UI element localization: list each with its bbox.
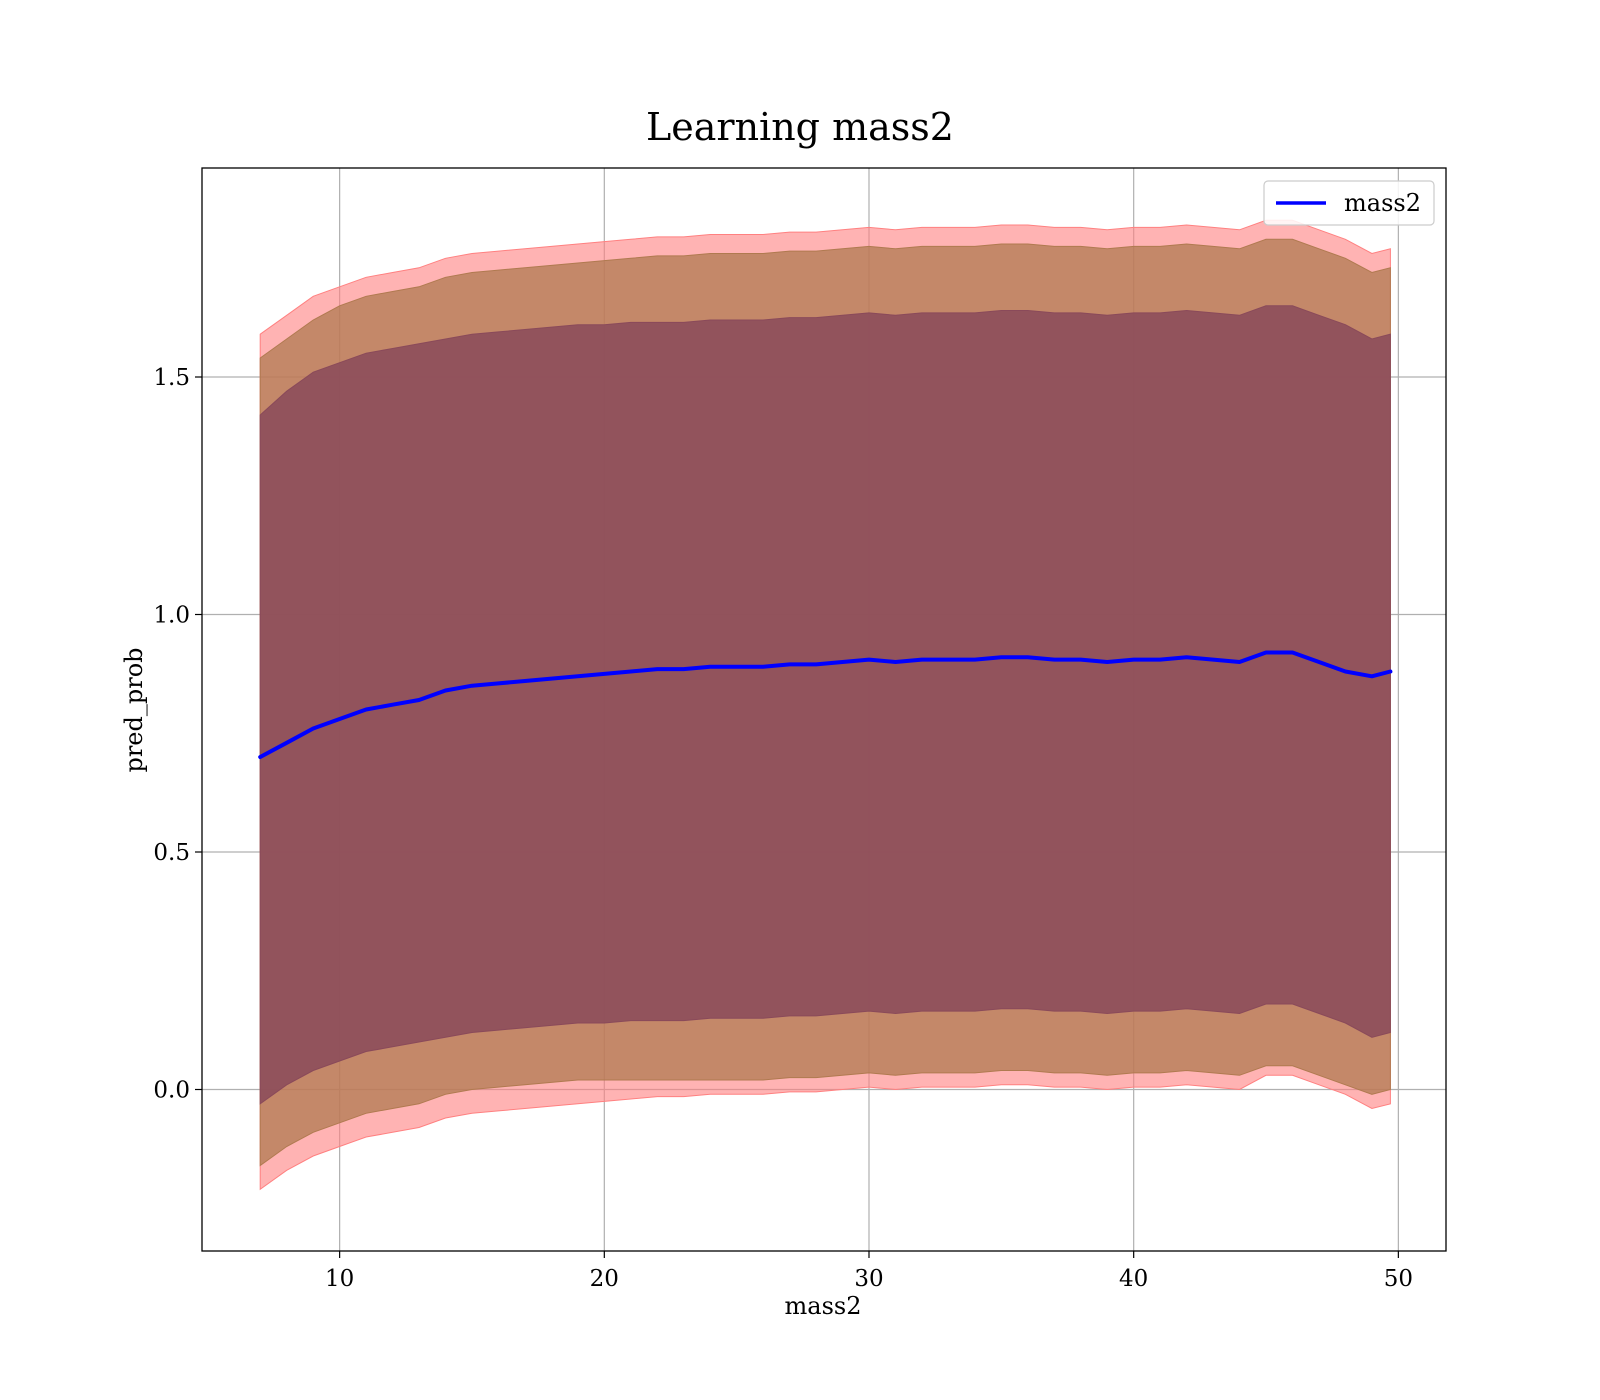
x-tick-label-50: 50 <box>1384 1266 1413 1292</box>
y-axis-label: pred_prob <box>120 647 148 772</box>
x-tick-label-20: 20 <box>590 1266 619 1292</box>
plot-frame <box>201 167 1447 1252</box>
legend-entry-mass2: mass2 <box>1344 189 1421 217</box>
chart-title: Learning mass2 <box>646 105 954 149</box>
x-tick-label-40: 40 <box>1119 1266 1148 1292</box>
y-tick-label-1: 1.0 <box>153 603 190 629</box>
confidence-bands <box>259 219 1391 1191</box>
x-tick-label-30: 30 <box>854 1266 883 1292</box>
y-tick-label-0.5: 0.5 <box>153 840 190 866</box>
x-tick-label-10: 10 <box>325 1266 354 1292</box>
y-tick-label-0: 0.0 <box>153 1078 190 1104</box>
legend-box <box>1263 180 1435 226</box>
x-axis-label: mass2 <box>785 1292 862 1320</box>
band-inner <box>259 305 1391 1105</box>
mean-line-layer <box>258 650 1393 759</box>
y-tick-label-1.5: 1.5 <box>153 365 190 391</box>
legend: mass2 <box>1263 180 1435 226</box>
axis-ticks: 10 20 30 40 50 0.0 0.5 1.0 1.5 <box>153 365 1413 1292</box>
series-line-mass2 <box>258 650 1393 759</box>
